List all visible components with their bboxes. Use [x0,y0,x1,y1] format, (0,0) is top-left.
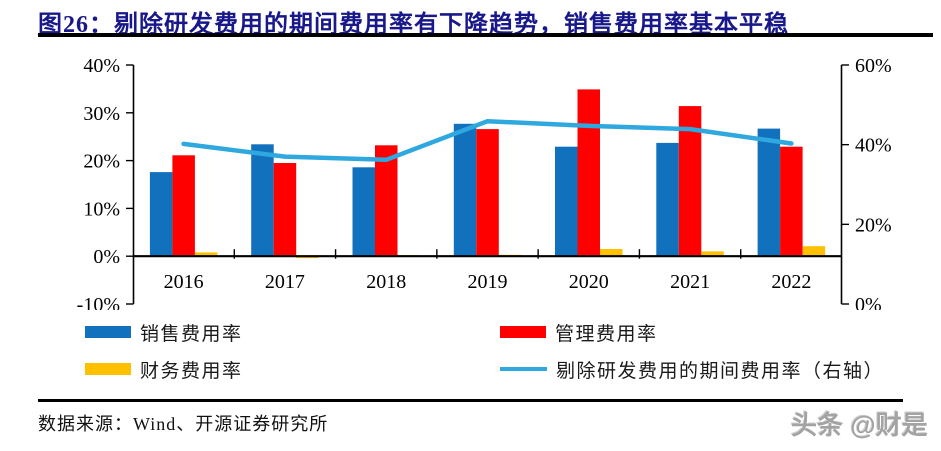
bar-series1-2016 [172,155,195,257]
legend-label-sales-expense-ratio: 销售费用率 [140,323,243,345]
y-axis-left-tick-label: 0% [93,246,120,268]
legend-swatch-admin-expense-ratio [500,326,546,338]
x-axis-label-2021: 2021 [670,271,710,293]
y-axis-right-tick-label: 60% [855,55,892,77]
legend-swatch-sales-expense-ratio [85,326,131,338]
bar-series2-2022 [802,246,826,257]
bar-series1-2020 [577,89,600,257]
bar-series0-2021 [656,142,679,257]
bar-series0-2018 [352,167,375,257]
bar-series1-2018 [375,145,398,257]
period-expense-ratio-line [181,118,794,163]
bar-series0-2020 [555,146,578,257]
legend-label-finance-expense-ratio: 财务费用率 [140,360,243,382]
bar-series1-2022 [780,146,803,257]
legend-item-admin-expense-ratio: 管理费用率 [500,324,658,345]
toutiao-watermark: 头条 @财是 [791,410,928,440]
legend-item-sales-expense-ratio: 销售费用率 [85,324,243,345]
bar-series2-2020 [600,249,623,257]
y-axis-left-tick-label: 30% [83,103,120,125]
bar-series2-2021 [701,251,724,257]
footer-divider [38,399,903,402]
x-axis-label-2018: 2018 [366,271,406,293]
x-axis-label-2022: 2022 [771,271,811,293]
y-axis-right-tick-label: 0% [855,294,882,310]
title-divider [38,33,933,37]
bar-series1-2019 [476,129,499,257]
data-source-note: 数据来源：Wind、开源证券研究所 [38,414,329,434]
x-axis-label-2016: 2016 [164,271,204,293]
legend-item-finance-expense-ratio: 财务费用率 [85,361,243,382]
y-axis-left-tick-label: 40% [83,55,120,77]
legend-item-period-expense-ratio-line: 剔除研发费用的期间费用率（右轴） [500,361,884,382]
x-axis-label-2019: 2019 [468,271,508,293]
bar-series1-2017 [273,163,297,257]
bar-series2-2016 [194,252,218,257]
bar-series0-2019 [453,123,477,257]
legend-label-admin-expense-ratio: 管理费用率 [555,323,658,345]
y-axis-left-tick-label: -10% [77,294,120,310]
bar-series0-2017 [251,144,274,257]
legend-swatch-finance-expense-ratio [85,363,131,375]
bar-series1-2021 [678,106,702,257]
legend-line-swatch-period-expense-ratio [500,366,547,372]
y-axis-left-tick-label: 10% [83,198,120,220]
y-axis-right-tick-label: 20% [855,214,892,236]
y-axis-right-tick-label: 40% [855,135,892,157]
x-axis-label-2017: 2017 [265,271,305,293]
combo-chart: 2016 2017 2018 2019 2020 2021 2022 40% 30% 20% 10%… [77,55,892,310]
bar-series0-2022 [757,128,781,257]
y-axis-left-tick-label: 20% [83,151,120,173]
legend-label-period-expense-ratio: 剔除研发费用的期间费用率（右轴） [556,360,885,382]
bar-series0-2016 [149,172,173,257]
x-axis-label-2020: 2020 [569,271,609,293]
